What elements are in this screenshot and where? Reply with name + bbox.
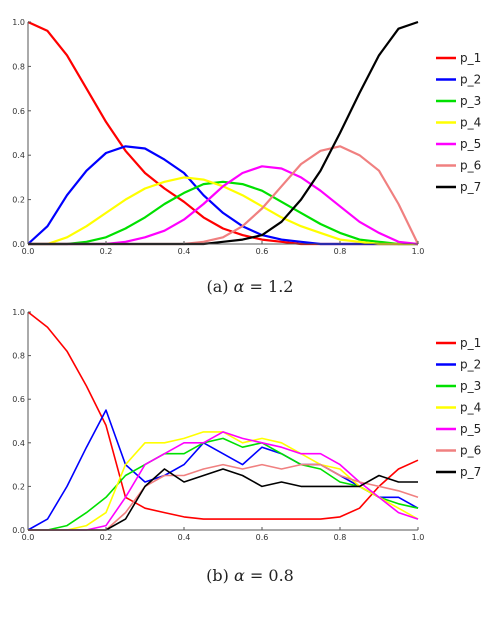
legend-label-p1: p_1	[460, 336, 481, 350]
y-tick-label: 0.8	[12, 352, 25, 361]
legend-label-p4: p_4	[460, 401, 481, 415]
x-tick-label: 0.8	[334, 247, 347, 256]
y-tick-label: 1.0	[12, 18, 25, 27]
caption-a-label: (a)	[206, 277, 229, 296]
y-tick-label: 0.4	[12, 151, 25, 160]
legend-label-p1: p_1	[460, 51, 481, 65]
caption-b-label: (b)	[206, 566, 229, 585]
x-tick-label: 0.2	[100, 247, 113, 256]
x-tick-label: 0.4	[178, 247, 191, 256]
chart-a: 0.0 0.2 0.4 0.6 0.8 1.0 0.0 0.2 0.4 0.6 0.8 1.0 p_1p…	[12, 18, 481, 256]
y-tick-label: 1.0	[12, 308, 25, 317]
x-tick-label: 0.6	[256, 533, 269, 542]
series-line-p3	[28, 180, 418, 246]
y-tick-label: 0.6	[12, 107, 25, 116]
legend-label-p6: p_6	[460, 159, 481, 173]
x-tick-label: 0.0	[22, 533, 35, 542]
caption-b-symbol: α	[233, 566, 245, 585]
caption-b-eq: = 0.8	[249, 566, 294, 585]
y-tick-label: 0.2	[12, 482, 25, 491]
y-tick-label: 0.0	[12, 526, 25, 535]
series-line-p7	[28, 20, 419, 246]
legend-label-p3: p_3	[460, 379, 481, 393]
x-tick-label: 0.0	[22, 247, 35, 256]
legend-label-p3: p_3	[460, 94, 481, 108]
legend-label-p4: p_4	[460, 116, 481, 130]
y-tick-label: 0.8	[12, 62, 25, 71]
caption-a-eq: = 1.2	[249, 277, 294, 296]
series-line-p3	[28, 437, 419, 531]
series-line-p5	[28, 165, 419, 246]
x-tick-label: 0.4	[178, 533, 191, 542]
y-tick-label: 0.4	[12, 439, 25, 448]
series-line-p6	[28, 463, 419, 531]
legend-label-p7: p_7	[460, 180, 481, 194]
caption-a-symbol: α	[233, 277, 245, 296]
legend-label-p2: p_2	[460, 358, 481, 372]
x-tick-label: 0.2	[100, 533, 113, 542]
series-line-p7	[28, 468, 418, 531]
legend-label-p5: p_5	[460, 137, 481, 151]
x-tick-label: 1.0	[412, 247, 425, 256]
caption-b: (b) α = 0.8	[0, 566, 500, 585]
y-tick-label: 0.2	[12, 196, 25, 205]
y-tick-label: 0.6	[12, 395, 25, 404]
y-tick-label: 0.0	[12, 240, 25, 249]
chart-b: 0.0 0.2 0.4 0.6 0.8 1.0 0.0 0.2 0.4 0.6 0.8 1.0 p_1p…	[12, 308, 481, 542]
series-line-p5	[28, 431, 419, 531]
legend-label-p6: p_6	[460, 444, 481, 458]
series-line-p1	[27, 311, 419, 520]
x-tick-label: 1.0	[412, 533, 425, 542]
x-tick-label: 0.6	[256, 247, 269, 256]
x-tick-label: 0.8	[334, 533, 347, 542]
legend-label-p5: p_5	[460, 422, 481, 436]
legend-label-p2: p_2	[460, 73, 481, 87]
series-line-p2	[27, 409, 419, 531]
legend-label-p7: p_7	[460, 465, 481, 479]
caption-a: (a) α = 1.2	[0, 277, 500, 296]
series-line-p1	[27, 20, 418, 246]
